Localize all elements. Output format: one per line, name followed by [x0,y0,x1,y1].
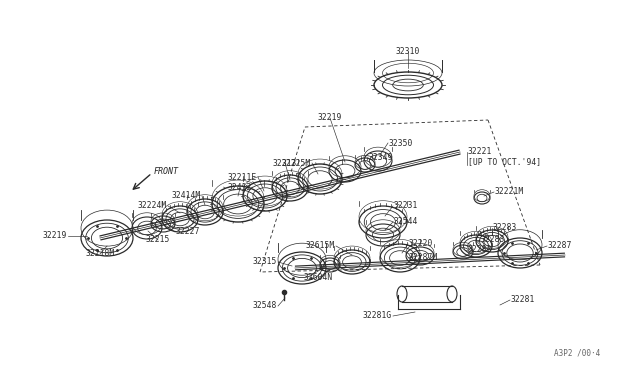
Text: A3P2 /00·4: A3P2 /00·4 [554,348,600,357]
Text: 32414M: 32414M [172,192,201,201]
Text: 32544: 32544 [394,218,419,227]
Text: 32213: 32213 [273,158,297,167]
Text: 32283: 32283 [493,224,517,232]
Text: 32604N: 32604N [303,273,333,282]
Text: 32310: 32310 [396,48,420,57]
Text: 32350: 32350 [389,138,413,148]
Text: 32227: 32227 [176,228,200,237]
Text: 32221: 32221 [468,148,492,157]
Text: 32615M: 32615M [306,241,335,250]
Text: 32287M: 32287M [409,253,438,263]
Text: 32349: 32349 [369,153,394,161]
Text: 32211E: 32211E [228,173,257,182]
Text: 32219: 32219 [318,113,342,122]
Text: FRONT: FRONT [154,167,179,176]
Text: 32225M: 32225M [282,158,311,167]
Text: 32220: 32220 [409,240,433,248]
Text: 32281G: 32281G [363,311,392,321]
Text: 32281: 32281 [511,295,536,305]
Text: 32224M: 32224M [138,202,167,211]
Text: 32215: 32215 [146,235,170,244]
Text: 32412: 32412 [228,183,252,192]
Text: 32287: 32287 [548,241,572,250]
Text: 32218M: 32218M [85,250,115,259]
Text: 32282: 32282 [468,246,492,254]
Text: 32219: 32219 [43,231,67,241]
Text: 32231: 32231 [394,202,419,211]
Text: [UP TO OCT.'94]: [UP TO OCT.'94] [468,157,541,167]
Text: 32315: 32315 [253,257,277,266]
Text: 32283: 32283 [481,235,506,244]
Text: 32548: 32548 [253,301,277,311]
Text: 32221M: 32221M [495,187,524,196]
